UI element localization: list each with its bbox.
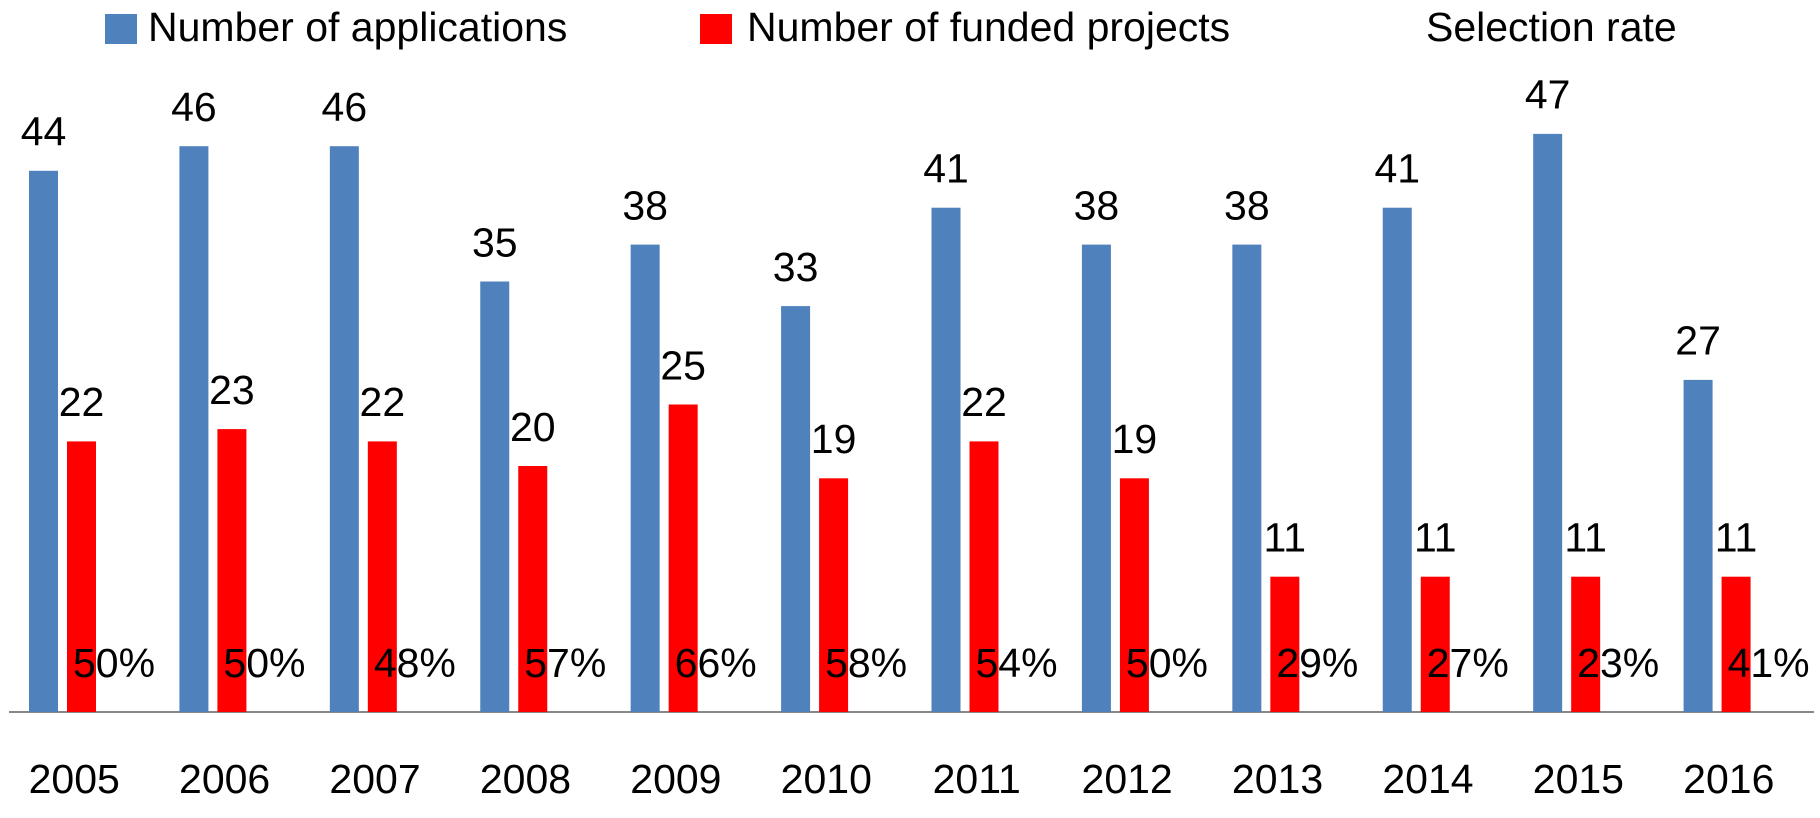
- x-tick-label: 2013: [1232, 756, 1323, 802]
- data-label: 29%: [1276, 640, 1358, 686]
- data-label: 50%: [73, 640, 155, 686]
- data-label: 50%: [1126, 640, 1208, 686]
- data-label: 22: [59, 379, 105, 425]
- data-label: 57%: [524, 640, 606, 686]
- x-tick-label: 2009: [630, 756, 721, 802]
- bar: [217, 429, 247, 712]
- data-label: 25: [660, 342, 706, 388]
- legend-swatch: [105, 14, 137, 44]
- data-label: 11: [1715, 515, 1758, 561]
- bar: [518, 466, 548, 712]
- bar: [1533, 133, 1563, 712]
- bar: [668, 404, 698, 712]
- x-tick-label: 2012: [1082, 756, 1173, 802]
- bar: [630, 244, 660, 712]
- legend-swatch: [700, 14, 732, 44]
- bar: [29, 170, 58, 713]
- data-label: 11: [1564, 515, 1607, 561]
- legend-label: Number of funded projects: [747, 4, 1230, 50]
- bar: [1571, 576, 1601, 712]
- data-label: 33: [773, 244, 819, 290]
- bar: [329, 146, 359, 712]
- data-label: 23: [209, 367, 255, 413]
- bar: [480, 281, 510, 712]
- data-label: 35: [472, 219, 518, 265]
- bar: [67, 441, 96, 712]
- x-tick-label: 2016: [1683, 756, 1774, 802]
- x-tick-label: 2007: [329, 756, 420, 802]
- bar: [1683, 379, 1713, 712]
- bar: [1270, 576, 1300, 712]
- bar: [1119, 478, 1149, 712]
- x-tick-label: 2014: [1382, 756, 1473, 802]
- data-label: 58%: [825, 640, 907, 686]
- data-label: 41%: [1728, 640, 1810, 686]
- legend-label: Number of applications: [148, 4, 567, 50]
- bar: [969, 441, 999, 712]
- x-tick-label: 2015: [1533, 756, 1624, 802]
- data-label: 54%: [976, 640, 1058, 686]
- data-label: 38: [1074, 182, 1120, 228]
- data-label: 66%: [675, 640, 757, 686]
- bar: [179, 146, 209, 712]
- legend-label: Selection rate: [1426, 4, 1677, 50]
- bar: [1721, 576, 1751, 712]
- x-tick-label: 2008: [480, 756, 571, 802]
- data-label: 22: [961, 379, 1007, 425]
- bar: [781, 306, 811, 712]
- data-label: 11: [1414, 515, 1457, 561]
- bar: [931, 207, 961, 712]
- data-label: 48%: [374, 640, 456, 686]
- data-label: 27: [1675, 318, 1721, 364]
- data-label: 44: [21, 109, 67, 155]
- data-label: 11: [1264, 515, 1307, 561]
- data-label: 19: [811, 416, 857, 462]
- data-label: 50%: [223, 640, 305, 686]
- bar: [1382, 207, 1412, 712]
- x-tick-label: 2005: [29, 756, 120, 802]
- data-label: 47: [1525, 72, 1571, 118]
- data-label: 38: [1224, 182, 1270, 228]
- x-tick-label: 2006: [179, 756, 270, 802]
- data-label: 41: [1374, 146, 1420, 192]
- data-label: 19: [1112, 416, 1158, 462]
- x-tick-label: 2011: [933, 756, 1021, 802]
- bar: [367, 441, 397, 712]
- data-label: 38: [622, 182, 668, 228]
- bar: [1232, 244, 1262, 712]
- bar: [1081, 244, 1111, 712]
- data-label: 41: [923, 146, 969, 192]
- x-tick-label: 2010: [781, 756, 872, 802]
- bar: [819, 478, 849, 712]
- bar: [1420, 576, 1450, 712]
- data-label: 23%: [1577, 640, 1659, 686]
- data-label: 20: [510, 404, 556, 450]
- data-label: 27%: [1427, 640, 1509, 686]
- data-label: 46: [171, 84, 217, 130]
- data-label: 22: [360, 379, 406, 425]
- data-label: 46: [322, 84, 368, 130]
